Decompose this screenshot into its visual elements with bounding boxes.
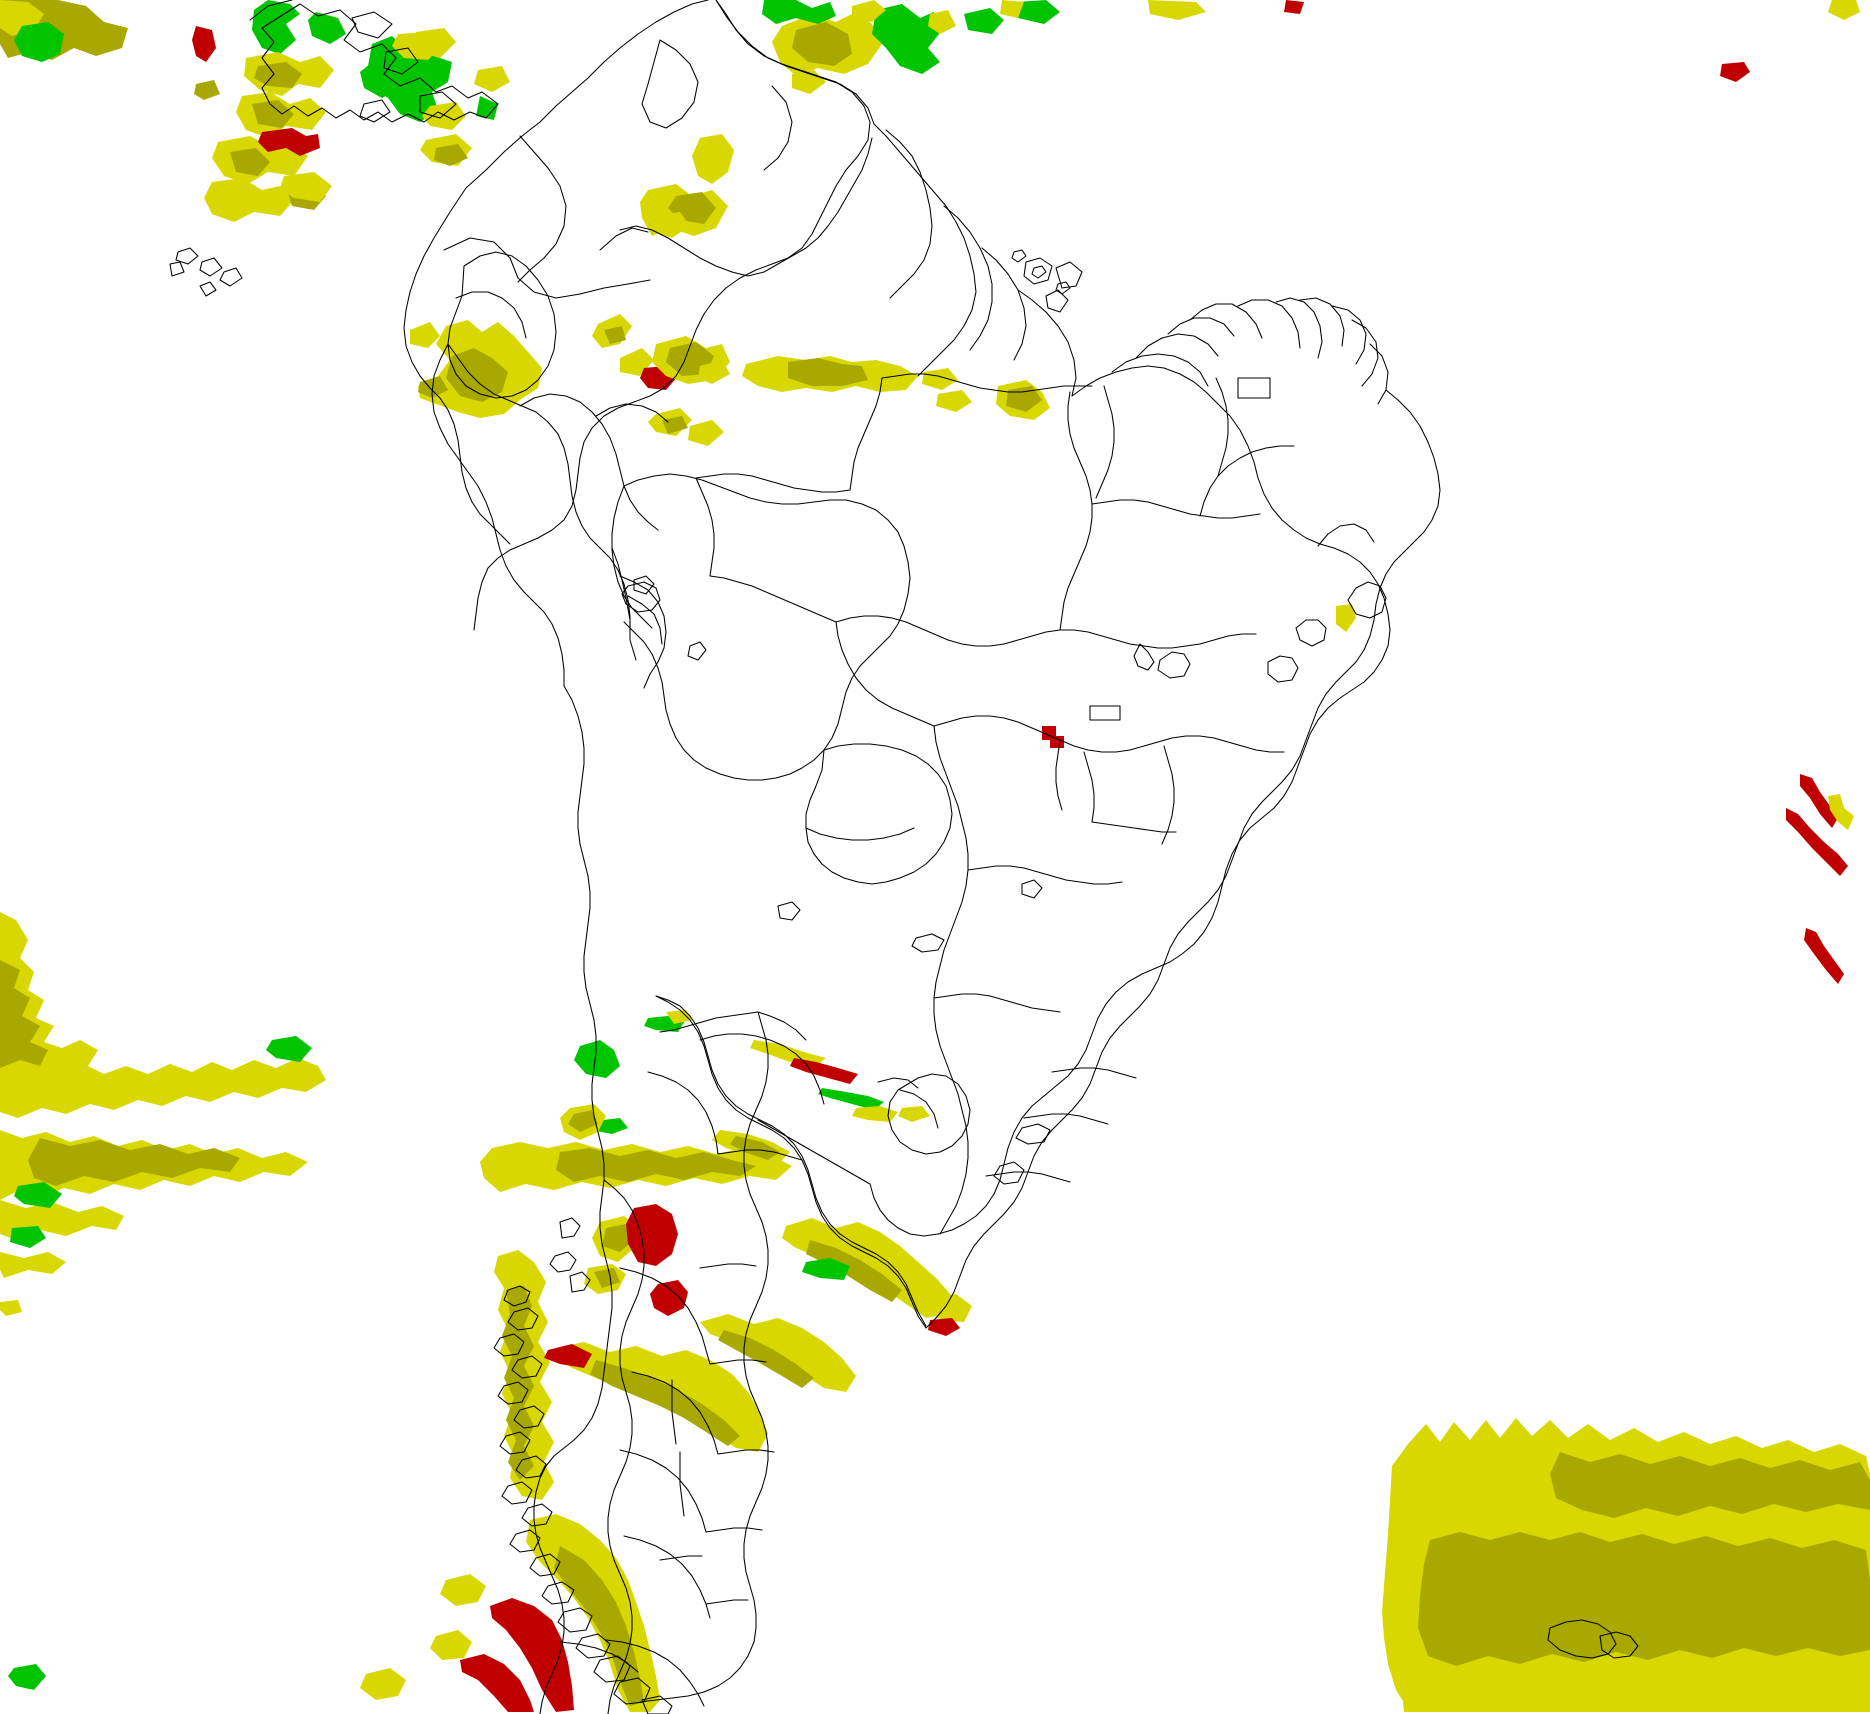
cluster-panama-colombia (192, 0, 510, 222)
border-layer (170, 0, 1638, 1714)
cluster-colombia-amazon (640, 134, 734, 238)
cluster-misc-small (0, 0, 1860, 1316)
cluster-sw-pacific-mass (0, 912, 326, 1278)
cluster-south-atlantic-mass (1382, 1418, 1870, 1712)
cluster-ne-brazil-coast (1336, 62, 1750, 632)
cluster-ecuador-peru (410, 320, 542, 418)
cluster-venezuela-north (762, 0, 1060, 94)
cluster-atlantic-streaks (1786, 774, 1854, 984)
cluster-caribbean-nw (0, 0, 1304, 62)
cluster-chile-argentina-central (560, 1010, 930, 1140)
cluster-patagonia (8, 1130, 972, 1712)
